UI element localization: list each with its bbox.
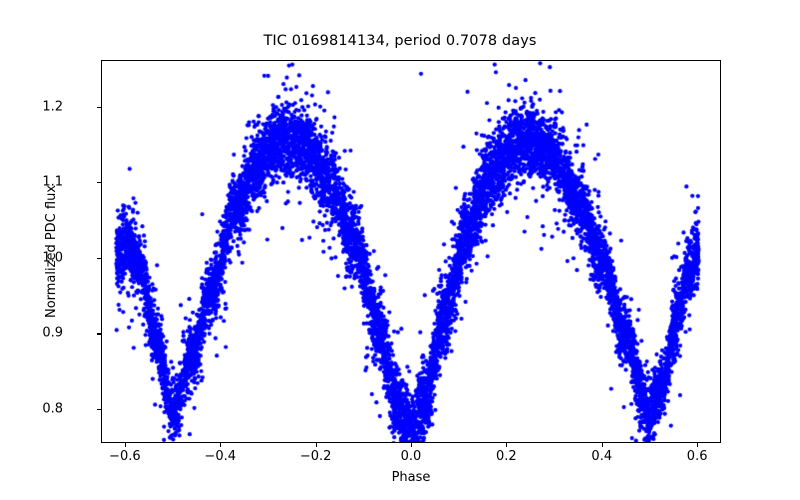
x-axis-tick-label: −0.6 (109, 449, 141, 464)
x-axis-tick-mark (315, 443, 317, 447)
y-axis-tick-mark (97, 333, 101, 335)
x-axis-tick-label: −0.4 (204, 449, 237, 464)
y-axis-tick-label: 1.2 (42, 99, 63, 115)
scatter-data-layer (102, 61, 720, 442)
y-axis-tick-mark (97, 182, 101, 184)
x-axis-tick-mark (506, 443, 508, 447)
x-axis-tick-mark (124, 443, 126, 447)
y-axis-tick-mark (97, 106, 101, 108)
y-axis-tick-label: 1.1 (42, 174, 63, 190)
y-axis-tick-label: 0.8 (42, 401, 63, 417)
y-axis-tick-label: 0.9 (42, 325, 63, 341)
page-title: TIC 0169814134, period 0.7078 days (263, 33, 537, 49)
x-axis-label: Phase (391, 470, 431, 485)
y-axis-tick-mark (97, 257, 101, 259)
x-axis-tick-mark (220, 443, 222, 447)
x-axis-tick-mark (601, 443, 603, 447)
x-axis-tick-label: 0.6 (686, 449, 708, 464)
x-axis-tick-mark (697, 443, 699, 447)
y-axis-tick-label: 1.0 (42, 250, 63, 266)
x-axis-tick-label: 0.4 (591, 449, 613, 464)
x-axis-tick-label: 0.2 (496, 449, 517, 464)
x-axis-tick-mark (411, 443, 413, 447)
x-axis-tick-label: 0.0 (400, 449, 422, 464)
plot-axes (101, 60, 721, 443)
y-axis-tick-mark (97, 409, 101, 411)
x-axis-tick-label: −0.2 (299, 449, 332, 464)
